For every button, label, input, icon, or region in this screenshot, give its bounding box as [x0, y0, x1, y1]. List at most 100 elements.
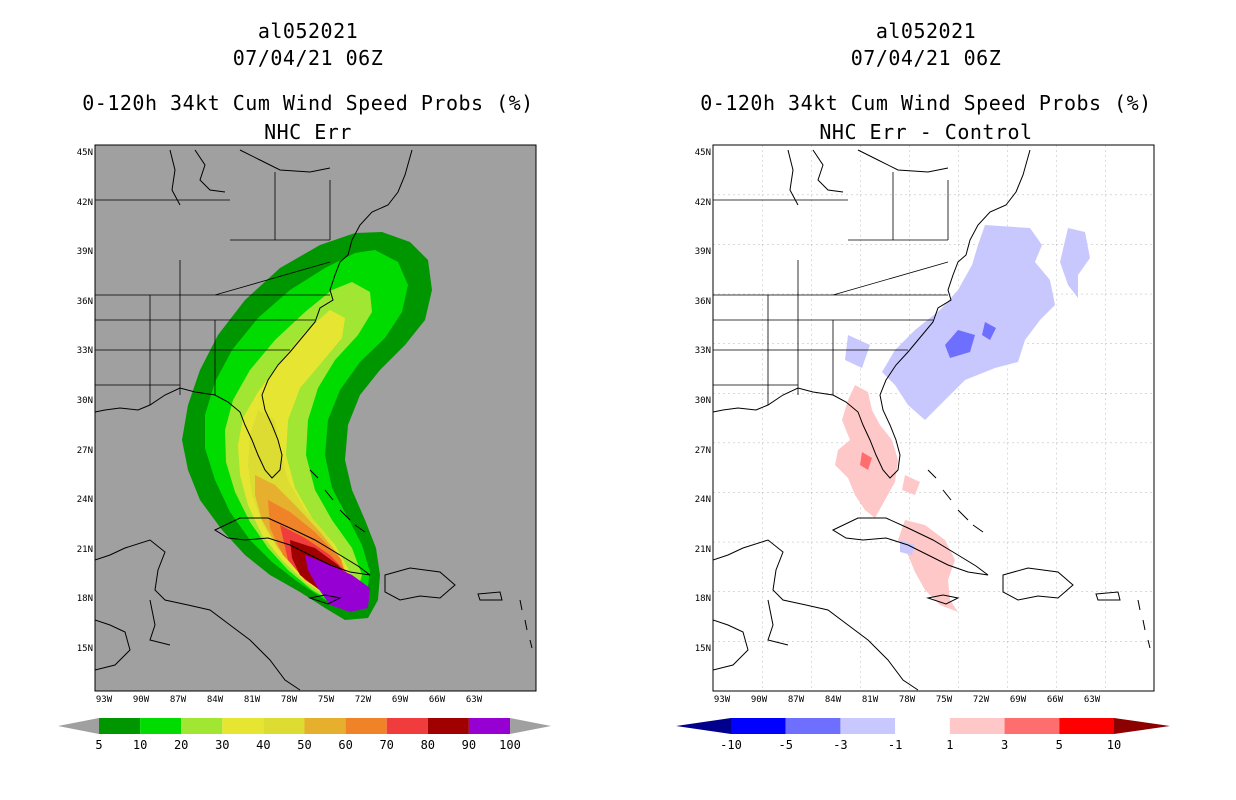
lat-label-21n-left: 21N — [76, 544, 93, 555]
colorbar-label-right-3: -1 — [887, 738, 903, 752]
right-product-title: 0-120h 34kt Cum Wind Speed Probs (%) — [700, 91, 1152, 115]
colorbar-label-right-7: 10 — [1106, 738, 1122, 752]
lat-label-27n-right: 27N — [694, 445, 711, 456]
right-subtitle: NHC Err - Control — [819, 120, 1033, 144]
colorbar-label-right-1: -5 — [778, 738, 793, 752]
colorbar-swatch-right-1 — [785, 718, 841, 734]
left-product-title: 0-120h 34kt Cum Wind Speed Probs (%) — [82, 91, 534, 115]
left-colorbar-high-arrow — [510, 718, 551, 734]
lat-label-42n-right: 42N — [694, 197, 711, 208]
lat-label-36n-right: 36N — [694, 296, 711, 307]
lon-label-66w-left: 66W — [428, 695, 446, 705]
right-map — [712, 144, 1155, 692]
right-storm-id: al052021 — [875, 19, 977, 43]
colorbar-label-left-9: 90 — [461, 738, 477, 752]
colorbar-label-right-6: 5 — [1055, 738, 1063, 752]
lat-label-33n-left: 33N — [76, 346, 93, 357]
left-colorbar-low-arrow — [58, 718, 99, 734]
lon-label-63w-right: 63W — [1083, 695, 1101, 705]
lat-label-45n-left: 45N — [76, 148, 93, 158]
lon-label-93w-left: 93W — [95, 695, 113, 705]
colorbar-label-left-5: 50 — [297, 738, 312, 752]
lon-label-78w-right: 78W — [898, 695, 916, 705]
lat-label-21n-right: 21N — [694, 544, 711, 555]
colorbar-label-right-4: 1 — [946, 738, 954, 752]
colorbar-label-right-0: -10 — [720, 738, 742, 752]
lat-label-30n-left: 30N — [76, 396, 93, 406]
lat-label-36n-left: 36N — [76, 296, 93, 307]
lon-label-75w-left: 75W — [317, 695, 335, 705]
left-datetime: 07/04/21 06Z — [232, 46, 384, 70]
lon-label-90w-right: 90W — [750, 695, 768, 705]
lon-label-87w-right: 87W — [787, 695, 805, 705]
colorbar-label-left-1: 10 — [132, 738, 148, 752]
colorbar-swatch-right-3 — [895, 718, 950, 734]
lat-label-15n-left: 15N — [76, 644, 93, 654]
lat-label-15n-right: 15N — [694, 644, 711, 654]
lat-label-27n-left: 27N — [76, 445, 93, 456]
colorbar-swatch-right-2 — [840, 718, 896, 734]
colorbar-label-left-7: 70 — [379, 738, 394, 752]
lon-label-78w-left: 78W — [280, 695, 298, 705]
colorbar-label-left-0: 5 — [95, 738, 103, 752]
lat-label-33n-right: 33N — [694, 346, 711, 357]
colorbar-label-left-8: 80 — [420, 738, 436, 752]
lon-label-81w-left: 81W — [243, 695, 261, 705]
colorbar-label-right-5: 3 — [1000, 738, 1009, 752]
colorbar-label-left-3: 30 — [215, 738, 230, 752]
colorbar-swatch-left-2 — [181, 718, 223, 734]
colorbar-swatch-left-9 — [468, 718, 510, 734]
left-map — [94, 144, 537, 692]
right-colorbar-high-arrow — [1114, 718, 1170, 734]
colorbar-label-left-2: 20 — [173, 738, 189, 752]
lat-label-30n-right: 30N — [694, 396, 711, 406]
colorbar-swatch-left-1 — [140, 718, 182, 734]
colorbar-label-right-2: -3 — [833, 738, 848, 752]
lon-label-69w-right: 69W — [1009, 695, 1027, 705]
lat-label-39n-left: 39N — [76, 247, 93, 258]
colorbar-swatch-left-3 — [222, 718, 264, 734]
lat-label-18n-right: 18N — [694, 594, 711, 605]
colorbar-swatch-left-5 — [304, 718, 346, 734]
lon-label-63w-left: 63W — [465, 695, 483, 705]
lat-label-24n-left: 24N — [76, 495, 93, 506]
lon-label-66w-right: 66W — [1046, 695, 1064, 705]
lat-label-18n-left: 18N — [76, 594, 93, 605]
right-colorbar-low-arrow — [676, 718, 731, 734]
colorbar-swatch-left-0 — [99, 718, 141, 734]
lon-label-87w-left: 87W — [169, 695, 187, 705]
colorbar-swatch-right-5 — [1004, 718, 1060, 734]
diff-contour-neg-light — [845, 225, 1090, 420]
colorbar-swatch-right-0 — [731, 718, 786, 734]
diff-contour-neg-mid — [945, 322, 996, 358]
diff-contour-pos-mid — [860, 452, 872, 470]
lon-label-90w-left: 90W — [132, 695, 150, 705]
lon-label-84w-right: 84W — [824, 695, 842, 705]
colorbar-swatch-right-6 — [1059, 718, 1114, 734]
left-storm-id: al052021 — [257, 19, 359, 43]
lon-label-72w-left: 72W — [354, 695, 372, 705]
lon-label-81w-right: 81W — [861, 695, 879, 705]
diff-contour-pos-light — [835, 385, 958, 612]
colorbar-swatch-left-8 — [427, 718, 469, 734]
colorbar-label-left-6: 60 — [338, 738, 353, 752]
lon-label-84w-left: 84W — [206, 695, 224, 705]
colorbar-swatch-left-4 — [263, 718, 305, 734]
right-colorbar — [676, 718, 1170, 734]
colorbar-swatch-left-6 — [345, 718, 387, 734]
left-subtitle: NHC Err — [264, 120, 352, 144]
colorbar-swatch-left-7 — [386, 718, 428, 734]
left-colorbar — [58, 718, 551, 734]
lon-label-75w-right: 75W — [935, 695, 953, 705]
lon-label-69w-left: 69W — [391, 695, 409, 705]
right-datetime: 07/04/21 06Z — [850, 46, 1002, 70]
lat-label-24n-right: 24N — [694, 495, 711, 506]
lat-label-42n-left: 42N — [76, 197, 93, 208]
lon-label-93w-right: 93W — [713, 695, 731, 705]
lat-label-45n-right: 45N — [694, 148, 711, 158]
lat-label-39n-right: 39N — [694, 247, 711, 258]
colorbar-swatch-right-4 — [949, 718, 1005, 734]
colorbar-label-left-4: 40 — [256, 738, 271, 752]
prob-contour-90 — [305, 555, 370, 612]
